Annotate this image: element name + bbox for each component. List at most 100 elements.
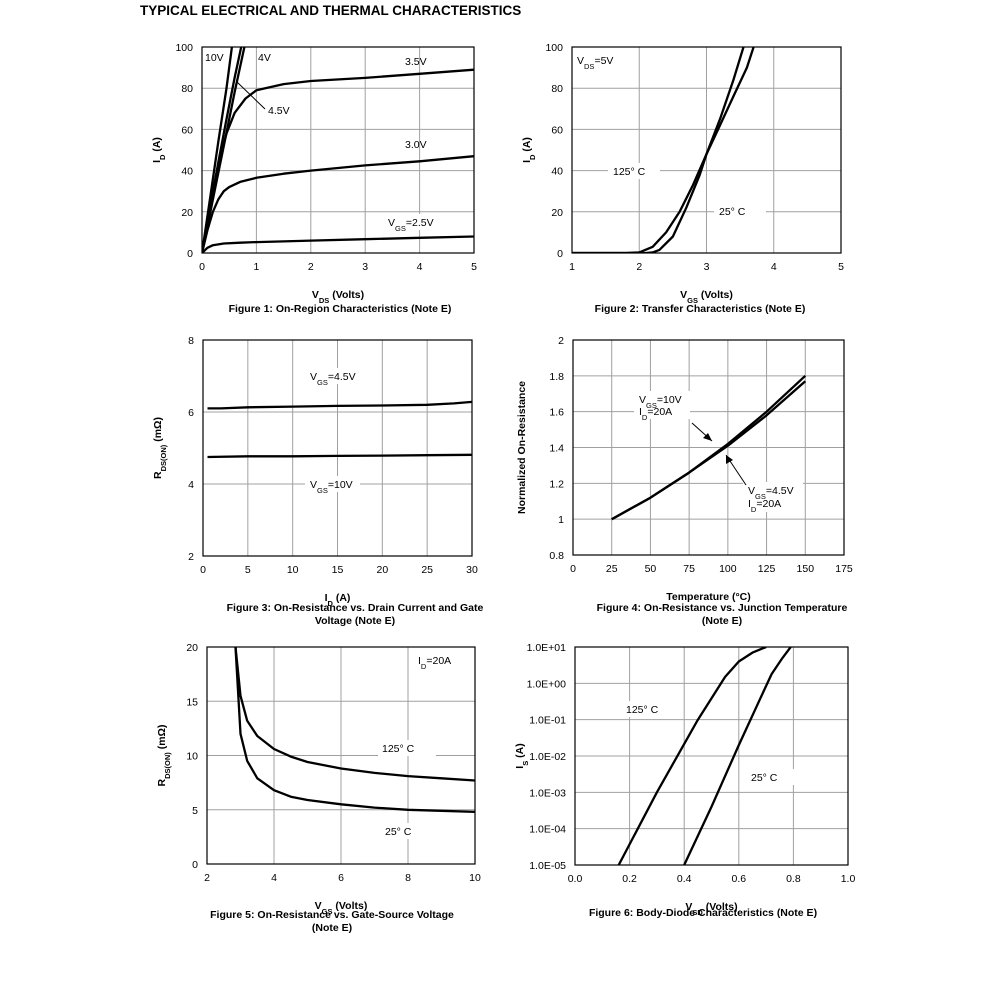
- figure-caption: Figure 3: On-Resistance vs. Drain Curren…: [227, 602, 484, 614]
- figure-caption: (Note E): [312, 922, 352, 934]
- chart-6: 0.0 0.2 0.4 0.6 0.8 1.0 1.0E-05 1.0E-04 1.0E-03 1…: [514, 642, 855, 919]
- y-axis-label: Normalized On-Resistance: [516, 381, 528, 514]
- y-tick-label: 0: [557, 248, 563, 260]
- series-line: [572, 47, 755, 253]
- label-mask: [378, 740, 436, 756]
- x-tick-label: 0.0: [568, 873, 583, 885]
- label-mask: [385, 214, 453, 230]
- annotation-label: VDS=5V: [577, 55, 613, 71]
- y-tick-label: 2: [558, 335, 564, 347]
- label-mask: [620, 701, 670, 717]
- annotation-label: 10V: [205, 52, 224, 64]
- x-tick-label: 25: [421, 564, 433, 576]
- label-mask: [714, 203, 766, 219]
- y-tick-label: 8: [188, 335, 194, 347]
- y-tick-label: 60: [551, 124, 563, 136]
- y-tick-label: 0: [187, 248, 193, 260]
- figure-caption: Figure 5: On-Resistance vs. Gate-Source …: [210, 909, 454, 921]
- arrow-head: [703, 433, 712, 441]
- annotation-label: 125° C: [626, 704, 659, 716]
- annotation-label: 4.5V: [268, 105, 290, 117]
- label-mask: [305, 476, 360, 492]
- plot-frame: [202, 339, 473, 557]
- figure-caption: Figure 6: Body-Diode Characteristics (No…: [589, 907, 817, 919]
- annotation-label: 4V: [258, 52, 271, 64]
- label-mask: [574, 52, 620, 68]
- y-tick-label: 4: [188, 479, 194, 491]
- series-line: [202, 155, 474, 253]
- x-tick-label: 2: [308, 261, 314, 273]
- x-tick-label: 0.8: [786, 873, 801, 885]
- annotation-label: ID=20A: [418, 655, 451, 671]
- series-line: [207, 453, 472, 459]
- annotation-label: VGS=4.5V: [748, 485, 794, 501]
- y-axis-label: RDS(ON) (mΩ): [156, 725, 172, 787]
- plot-frame: [572, 339, 845, 556]
- figure-caption: Figure 2: Transfer Characteristics (Note…: [595, 303, 806, 315]
- x-axis-label: ID (A): [325, 592, 351, 608]
- x-tick-label: 6: [338, 872, 344, 884]
- y-tick-label: 40: [551, 166, 563, 178]
- annotation-label: VGS=10V: [639, 394, 682, 410]
- y-tick-label: 10: [186, 751, 198, 763]
- x-tick-label: 1: [253, 261, 259, 273]
- x-tick-label: 0.6: [731, 873, 746, 885]
- x-tick-label: 3: [362, 261, 368, 273]
- y-tick-label: 0.8: [549, 550, 564, 562]
- label-mask: [634, 391, 690, 419]
- x-tick-label: 4: [417, 261, 423, 273]
- y-tick-label: 1.0E-02: [529, 751, 566, 763]
- y-tick-label: 20: [186, 642, 198, 654]
- plot-frame: [206, 646, 476, 865]
- x-tick-label: 4: [271, 872, 277, 884]
- arrow-head: [726, 455, 733, 464]
- x-tick-label: 20: [376, 564, 388, 576]
- figure-caption: Figure 4: On-Resistance vs. Junction Tem…: [597, 602, 848, 614]
- x-tick-label: 75: [683, 563, 695, 575]
- label-mask: [745, 769, 797, 785]
- x-axis-label: VDS (Volts): [312, 289, 364, 305]
- y-tick-label: 80: [551, 83, 563, 95]
- annotation-label: 125° C: [613, 166, 646, 178]
- y-tick-label: 1: [558, 514, 564, 526]
- y-tick-label: 6: [188, 407, 194, 419]
- figure-caption: Voltage (Note E): [315, 615, 395, 627]
- leader-line: [236, 81, 266, 110]
- series-line: [234, 647, 475, 782]
- x-tick-label: 15: [332, 564, 344, 576]
- x-axis-label: VSD (Volts): [685, 901, 737, 917]
- y-axis-label: RDS(ON) (mΩ): [152, 417, 168, 479]
- y-tick-label: 1.0E-05: [529, 860, 566, 872]
- series-line: [202, 68, 474, 253]
- chart-5: 2 4 6 8 10 0 5 10 15 20 ID=20A 125° C 25° C VGS (Volt…: [156, 642, 481, 934]
- chart-2: 1 2 3 4 5 0 20 40 60 80 100 VDS=5V 125° C 25° C VGS (V…: [521, 42, 844, 315]
- y-tick-label: 1.0E-03: [529, 787, 566, 799]
- y-tick-label: 1.2: [549, 478, 564, 490]
- x-tick-label: 2: [204, 872, 210, 884]
- x-tick-label: 0: [199, 261, 205, 273]
- y-tick-label: 5: [192, 805, 198, 817]
- y-tick-label: 0: [192, 859, 198, 871]
- annotation-label: 3.0V: [405, 139, 427, 151]
- label-mask: [380, 823, 432, 839]
- chart-3: 0 5 10 15 20 25 30 2 4 6 8 VGS=4.5V VGS=10V ID (A) RDS…: [152, 335, 484, 627]
- series-line: [572, 47, 745, 253]
- series-line: [234, 647, 475, 814]
- y-tick-label: 1.0E-04: [529, 824, 566, 836]
- x-tick-label: 1: [569, 261, 575, 273]
- annotation-label: 25° C: [385, 826, 412, 838]
- chart-1: 0 1 2 3 4 5 0 20 40 60 80 100 10V 4V 4.5V 3.5V 3.0V VGS=2…: [151, 42, 477, 315]
- x-axis-label: VGS (Volts): [680, 289, 733, 305]
- y-tick-label: 2: [188, 551, 194, 563]
- y-axis-label: ID (A): [151, 137, 167, 163]
- x-tick-label: 25: [606, 563, 618, 575]
- page-title: TYPICAL ELECTRICAL AND THERMAL CHARACTER…: [140, 3, 522, 18]
- y-tick-label: 1.6: [549, 407, 564, 419]
- x-tick-label: 150: [797, 563, 815, 575]
- annotation-label: VGS=2.5V: [388, 217, 434, 233]
- y-tick-label: 100: [175, 42, 193, 54]
- series-line: [202, 235, 474, 253]
- series-line: [611, 380, 807, 521]
- x-tick-label: 10: [469, 872, 481, 884]
